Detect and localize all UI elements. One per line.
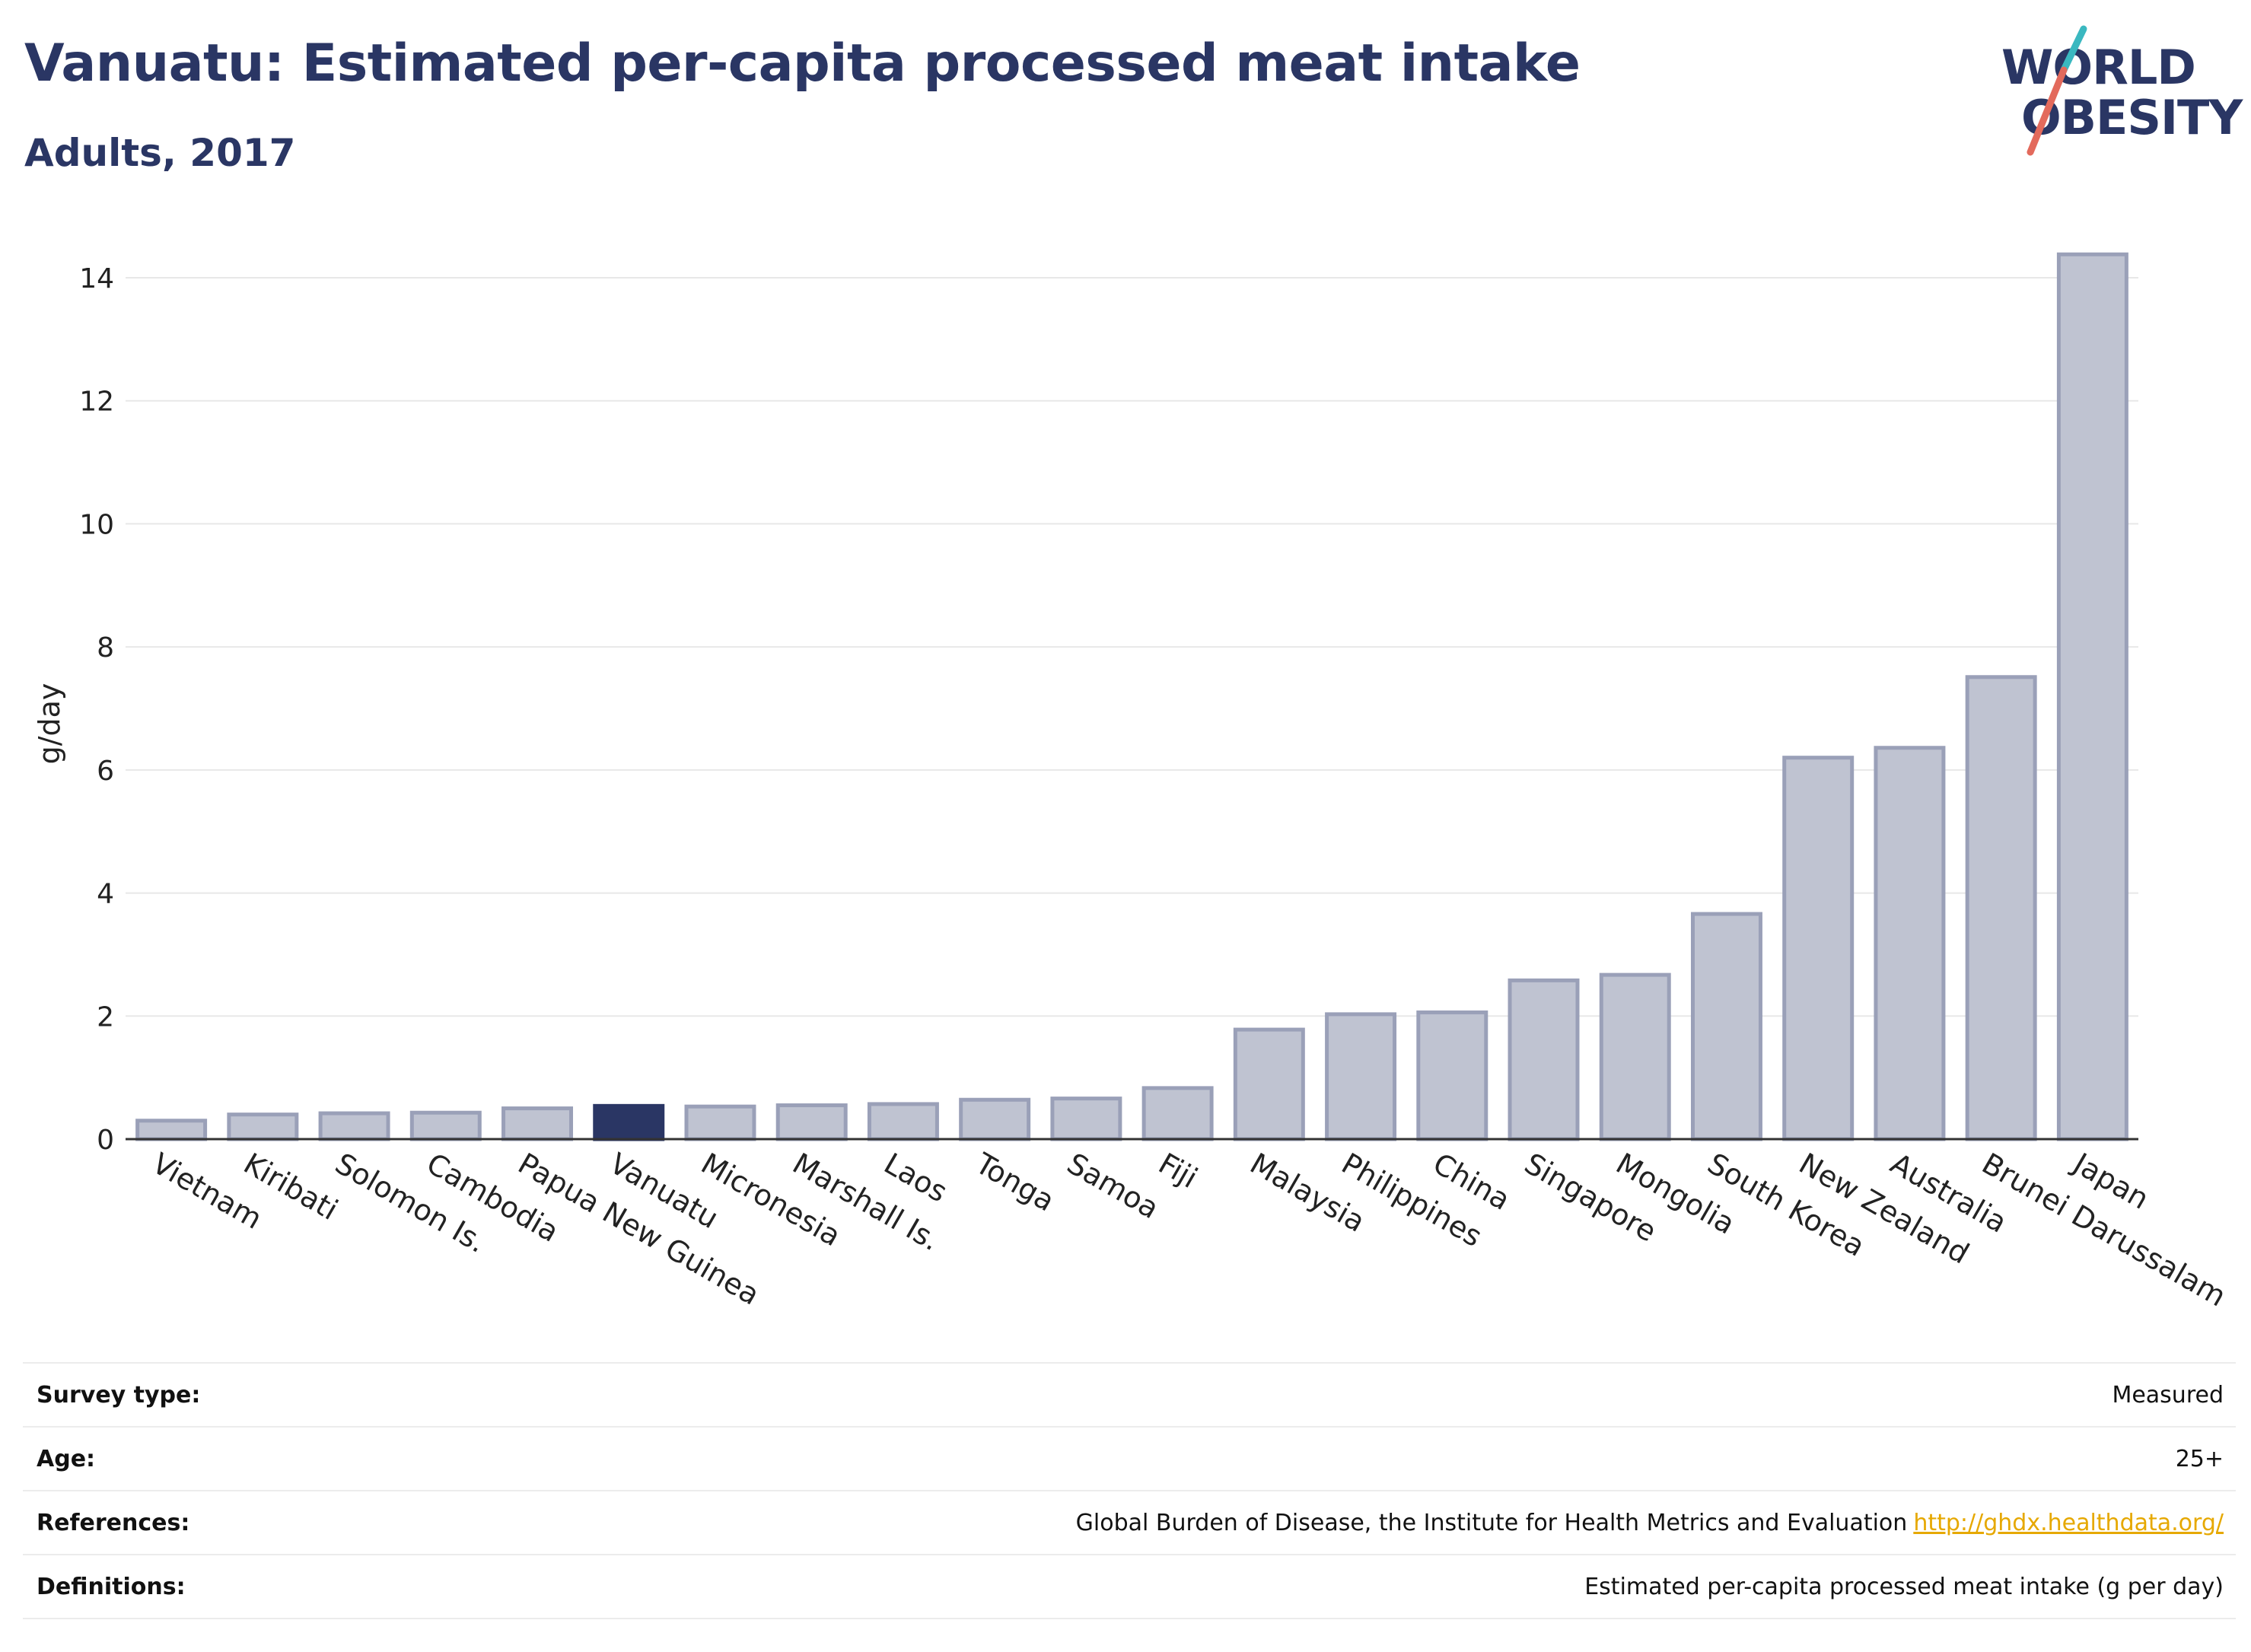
y-axis-label: g/day	[33, 683, 66, 765]
definitions-label: Definitions:	[37, 1573, 186, 1600]
bar-marshall-is-	[775, 1103, 848, 1141]
logo-line-world: WORLD	[2001, 40, 2196, 95]
y-tick-label: 2	[97, 1001, 114, 1033]
references-label: References:	[37, 1509, 190, 1536]
bar-cambodia	[409, 1110, 482, 1141]
logo-line-obesity: OBESITY	[2021, 90, 2243, 145]
y-tick-label: 8	[97, 632, 114, 664]
info-row-definitions: Definitions: Estimated per-capita proces…	[23, 1554, 2236, 1619]
y-tick-label: 6	[97, 756, 114, 787]
bar-south-korea	[1690, 912, 1762, 1141]
age-label: Age:	[37, 1445, 96, 1472]
survey-type-label: Survey type:	[37, 1381, 201, 1408]
x-tick-label: Samoa	[1062, 1147, 1164, 1226]
info-row-age: Age: 25+	[23, 1426, 2236, 1490]
x-tick-label: Tonga	[969, 1146, 1060, 1218]
survey-type-value: Measured	[2112, 1381, 2224, 1408]
page-title: Vanuatu: Estimated per-capita processed …	[24, 33, 1581, 94]
x-tick-label: Fiji	[1153, 1147, 1203, 1195]
info-row-references: References: Global Burden of Disease, th…	[23, 1490, 2236, 1554]
y-tick-label: 4	[97, 879, 114, 910]
info-table: Survey type: Measured Age: 25+ Reference…	[23, 1362, 2236, 1619]
bar-micronesia	[684, 1104, 756, 1141]
bar-japan	[2056, 252, 2128, 1141]
bar-malaysia	[1233, 1027, 1305, 1141]
definitions-value: Estimated per-capita processed meat inta…	[1584, 1573, 2224, 1600]
references-text: Global Burden of Disease, the Institute …	[1075, 1509, 1908, 1536]
bar-solomon-is-	[318, 1111, 390, 1141]
references-value: Global Burden of Disease, the Institute …	[1076, 1510, 2236, 1536]
bar-fiji	[1141, 1086, 1214, 1141]
y-tick-label: 12	[79, 387, 114, 418]
bar-china	[1416, 1010, 1488, 1141]
bar-singapore	[1508, 978, 1580, 1141]
bar-tonga	[959, 1097, 1031, 1141]
bar-vietnam	[135, 1119, 208, 1141]
bar-laos	[867, 1102, 939, 1141]
info-row-survey-type: Survey type: Measured	[23, 1362, 2236, 1426]
page-subtitle: Adults, 2017	[24, 131, 296, 175]
bar-papua-new-guinea	[501, 1106, 574, 1141]
age-value: 25+	[2175, 1445, 2224, 1472]
world-obesity-logo: WORLD OBESITY	[1994, 23, 2245, 160]
bar-mongolia	[1599, 972, 1671, 1141]
bar-kiribati	[227, 1112, 299, 1141]
bar-australia	[1874, 746, 1946, 1141]
bar-vanuatu	[593, 1103, 665, 1141]
y-tick-label: 14	[79, 263, 114, 294]
bar-new-zealand	[1782, 756, 1855, 1141]
bar-brunei-darussalam	[1965, 675, 2037, 1141]
y-tick-label: 10	[79, 509, 114, 540]
bar-samoa	[1050, 1097, 1122, 1141]
bar-philippines	[1325, 1012, 1397, 1141]
logo-slash-icon	[2027, 25, 2087, 156]
references-link[interactable]: http://ghdx.healthdata.org/	[1913, 1509, 2224, 1536]
y-tick-label: 0	[97, 1125, 114, 1156]
